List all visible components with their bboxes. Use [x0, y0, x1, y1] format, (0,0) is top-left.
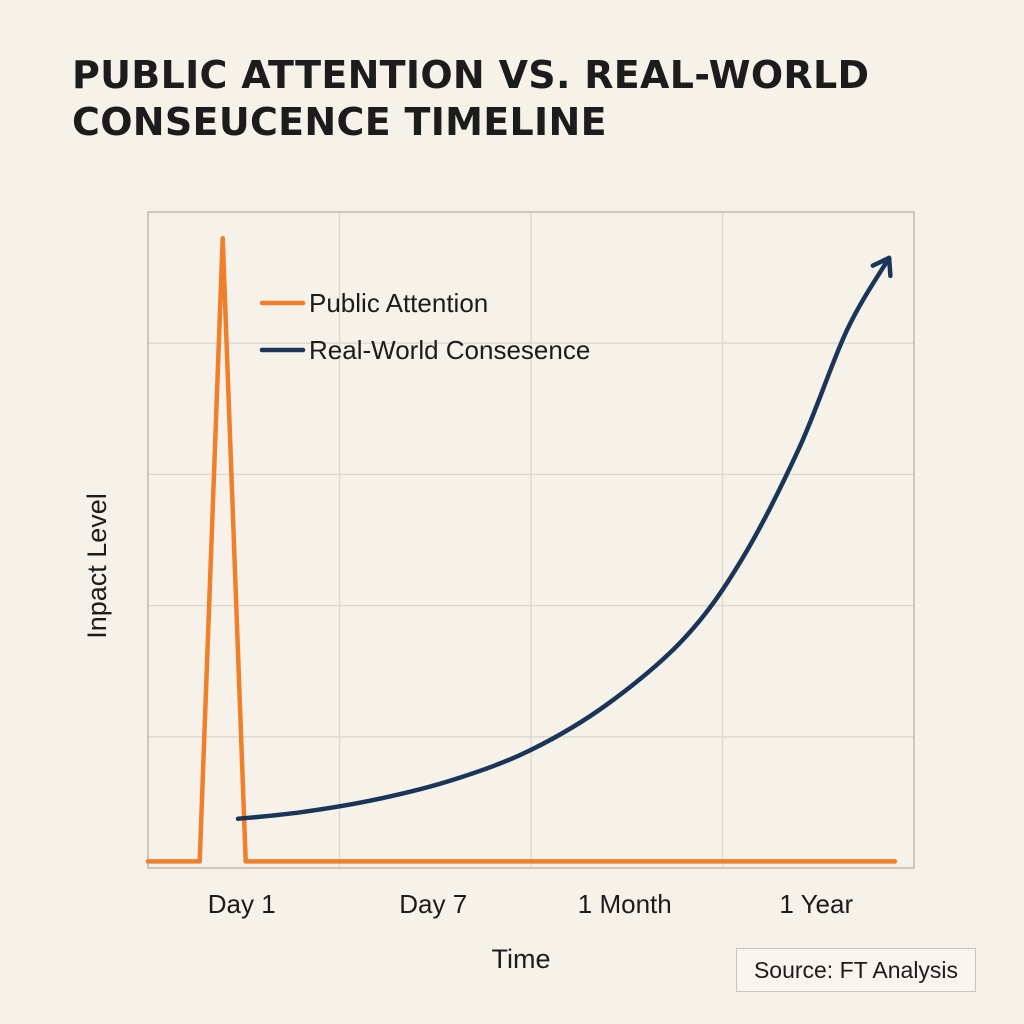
y-axis-label: Inpact Level — [82, 493, 112, 639]
chart-title: PUBLIC ATTENTION VS. REAL-WORLD CONSEUCE… — [72, 53, 870, 144]
series-line-public-attention — [145, 235, 898, 864]
plot-frame — [147, 211, 915, 869]
legend-label: Real-World Consesence — [309, 335, 590, 365]
x-tick-label: 1 Year — [779, 889, 853, 919]
series-layer — [145, 235, 898, 864]
x-tick-label: Day 1 — [208, 889, 276, 919]
grid — [148, 212, 914, 868]
arrowhead-icon — [870, 255, 893, 279]
x-tick-labels: Day 1 Day 7 1 Month 1 Year — [208, 889, 854, 919]
x-axis-label: Time — [492, 944, 551, 974]
source-note: Source: FT Analysis — [736, 948, 976, 992]
series-line-real-world-consesence — [235, 255, 892, 822]
x-tick-label: Day 7 — [399, 889, 467, 919]
legend-label: Public Attention — [309, 288, 488, 318]
legend: Public Attention Real-World Consesence — [259, 288, 590, 365]
x-tick-label: 1 Month — [578, 889, 672, 919]
